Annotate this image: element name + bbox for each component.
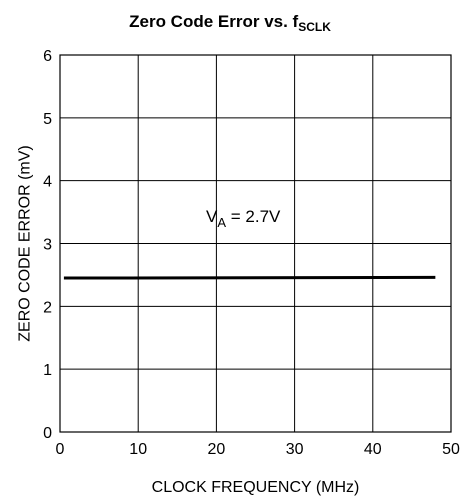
x-tick-label-2: 20 xyxy=(208,441,226,458)
y-tick-label-1: 1 xyxy=(43,362,52,379)
x-tick-labels: 0 10 20 30 40 50 xyxy=(56,441,460,458)
x-axis-label: CLOCK FREQUENCY (MHz) xyxy=(152,479,360,496)
annotation-sub: A xyxy=(217,215,226,230)
y-tick-label-3: 3 xyxy=(43,237,52,254)
plot-frame xyxy=(59,54,452,433)
annotation: VA = 2.7V xyxy=(206,207,281,230)
y-tick-labels: 0 1 2 3 4 5 6 xyxy=(43,48,52,442)
grid xyxy=(59,54,452,433)
y-axis-label: ZERO CODE ERROR (mV) xyxy=(17,145,34,341)
x-tick-label-0: 0 xyxy=(56,441,65,458)
y-tick-label-5: 5 xyxy=(43,111,52,128)
y-tick-label-4: 4 xyxy=(43,174,52,191)
chart-title: Zero Code Error vs. fSCLK xyxy=(129,12,331,34)
x-tick-label-4: 40 xyxy=(364,441,382,458)
chart-title-sub: SCLK xyxy=(298,20,331,34)
y-tick-label-6: 6 xyxy=(43,48,52,65)
x-tick-label-3: 30 xyxy=(286,441,304,458)
x-tick-label-5: 50 xyxy=(442,441,460,458)
y-tick-label-2: 2 xyxy=(43,299,52,316)
annotation-main: V xyxy=(206,207,218,226)
series-group xyxy=(63,275,436,280)
x-tick-label-1: 10 xyxy=(129,441,147,458)
chart-title-main: Zero Code Error vs. f xyxy=(129,12,298,31)
y-tick-label-0: 0 xyxy=(43,425,52,442)
annotation-rest: = 2.7V xyxy=(226,207,281,226)
series-line-0 xyxy=(63,275,436,280)
